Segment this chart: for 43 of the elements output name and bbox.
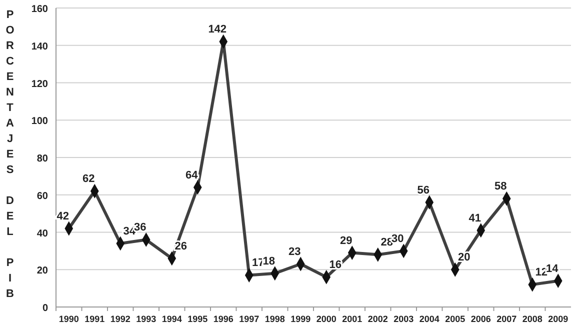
x-tick-label: 1991 bbox=[84, 314, 105, 324]
x-tick-label: 2006 bbox=[470, 314, 491, 324]
data-label: 18 bbox=[262, 255, 275, 268]
x-tick-label: 1999 bbox=[290, 314, 311, 324]
x-tick-label: 2003 bbox=[394, 314, 414, 324]
y-tick-label: 140 bbox=[31, 41, 48, 52]
x-tick-label: 1994 bbox=[162, 314, 182, 324]
y-tick-label: 120 bbox=[31, 78, 48, 90]
y-tick-label: 20 bbox=[36, 266, 48, 277]
data-label: 142 bbox=[208, 24, 227, 36]
y-tick-label: 100 bbox=[31, 116, 48, 128]
y-tick-label: 80 bbox=[36, 154, 48, 164]
x-tick-label: 1997 bbox=[239, 314, 260, 324]
data-label: 14 bbox=[546, 262, 560, 275]
data-label: 42 bbox=[56, 210, 69, 223]
x-tick-label: 2005 bbox=[445, 314, 466, 324]
x-tick-label: 2007 bbox=[496, 314, 517, 324]
x-tick-label: 2000 bbox=[316, 314, 336, 324]
data-label: 62 bbox=[82, 173, 95, 186]
x-tick-label: 2001 bbox=[342, 314, 362, 324]
data-label: 29 bbox=[340, 234, 352, 247]
data-label: 56 bbox=[417, 184, 430, 196]
text: PORCENTAJES DEL PIB bbox=[6, 9, 14, 300]
x-tick-label: 1993 bbox=[136, 314, 156, 324]
x-tick-label: 1995 bbox=[188, 314, 208, 324]
y-tick-label: 0 bbox=[42, 303, 48, 314]
x-tick-label: 1996 bbox=[213, 314, 234, 324]
x-tick-label: 2002 bbox=[368, 314, 388, 324]
x-tick-label: 2009 bbox=[548, 314, 568, 324]
data-label: 36 bbox=[134, 222, 146, 234]
data-label: 30 bbox=[392, 232, 404, 245]
data-label: 64 bbox=[186, 169, 199, 182]
x-tick-label: 1998 bbox=[264, 314, 285, 324]
x-tick-label: 1992 bbox=[110, 314, 130, 324]
y-tick-label: 40 bbox=[36, 228, 48, 240]
data-label: 41 bbox=[468, 212, 481, 224]
x-tick-label: 1990 bbox=[58, 314, 79, 324]
x-tick-label: 2004 bbox=[419, 314, 440, 324]
data-label: 23 bbox=[288, 246, 301, 258]
x-tick-label: 2008 bbox=[522, 314, 542, 324]
y-tick-label: 60 bbox=[36, 190, 48, 202]
data-label: 58 bbox=[494, 180, 507, 193]
y-tick-label: 160 bbox=[31, 4, 48, 15]
